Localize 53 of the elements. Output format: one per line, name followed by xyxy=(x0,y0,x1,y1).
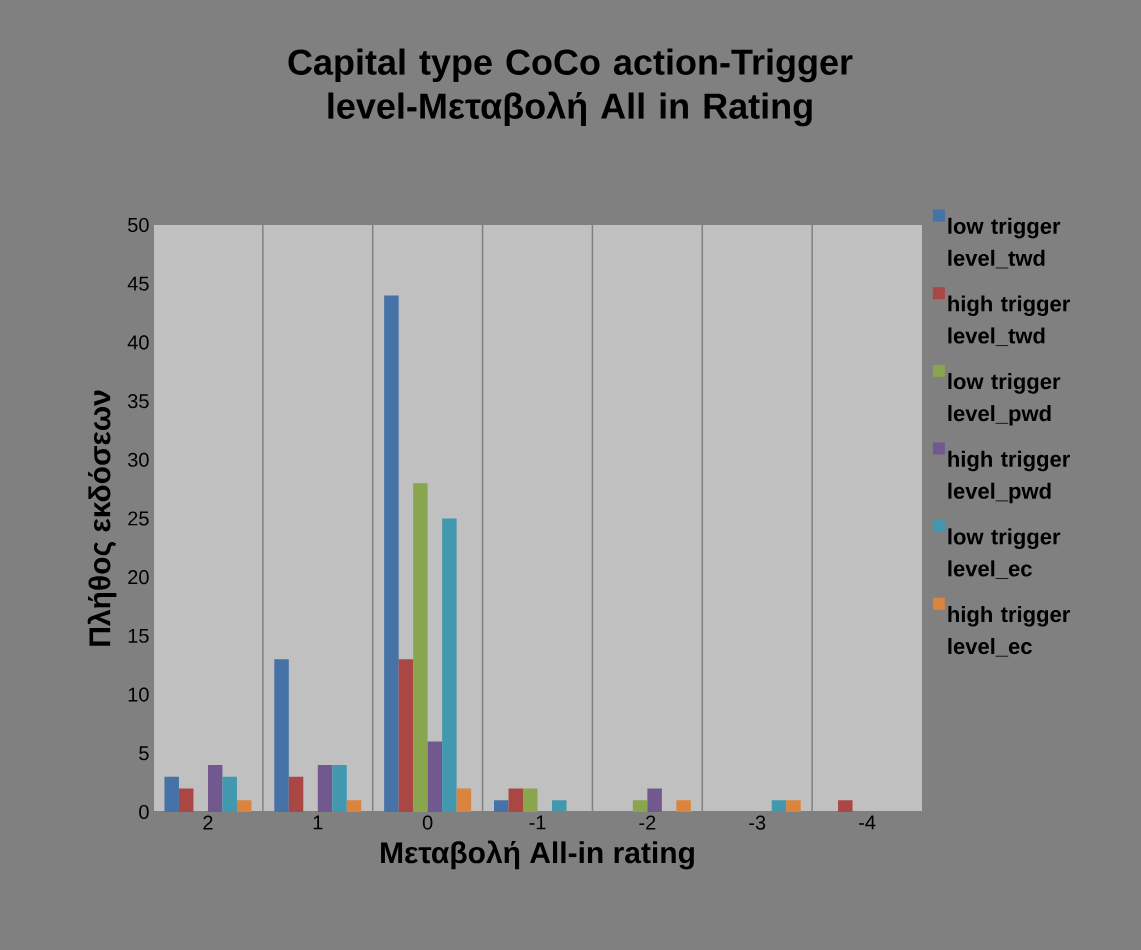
bar xyxy=(288,776,304,812)
x-tick-label: -1 xyxy=(529,815,546,830)
bar xyxy=(838,800,853,812)
bar xyxy=(494,800,509,812)
bar xyxy=(771,800,787,812)
bar xyxy=(274,659,289,812)
bar xyxy=(178,788,194,812)
legend-label: high trigger level_twd xyxy=(948,295,1070,347)
x-tick-label: 2 xyxy=(203,815,213,830)
legend-label: low trigger level_twd xyxy=(948,217,1061,269)
legend-label: high trigger level_ec xyxy=(948,605,1070,657)
y-tick-label: 50 xyxy=(128,217,149,233)
y-tick-label: 40 xyxy=(127,335,149,350)
bar xyxy=(332,765,347,812)
y-axis-title: Πλήθος εκδόσεων xyxy=(87,390,117,646)
x-tick-label: -3 xyxy=(749,815,766,830)
legend-label: low trigger level_ec xyxy=(948,528,1061,579)
chart-title: Capital type CoCo action-Trigger level-Μεταβολή All in Rating xyxy=(288,48,853,127)
bar xyxy=(384,295,399,812)
x-tick-label: 0 xyxy=(422,815,433,830)
bar xyxy=(676,800,691,812)
y-tick-label: 10 xyxy=(128,687,149,702)
bar xyxy=(236,800,252,812)
bar xyxy=(207,765,223,812)
x-tick-label: -4 xyxy=(859,815,876,830)
y-tick-label: 15 xyxy=(128,628,149,643)
bar xyxy=(317,765,333,812)
bar xyxy=(442,518,457,812)
x-tick-label: -2 xyxy=(639,815,656,830)
legend-label: low trigger level_pwd xyxy=(948,373,1061,426)
bar xyxy=(632,800,648,812)
bar xyxy=(346,800,362,812)
y-tick-label: 30 xyxy=(128,452,149,467)
bar xyxy=(427,741,443,812)
bar xyxy=(398,659,414,812)
legend-label: high trigger level_pwd xyxy=(948,450,1070,504)
y-tick-label: 35 xyxy=(128,394,149,409)
x-tick-label: 1 xyxy=(313,815,323,830)
bar xyxy=(456,788,472,812)
y-tick-label: 5 xyxy=(139,746,149,761)
bar xyxy=(222,776,237,812)
bar xyxy=(508,788,523,812)
bar xyxy=(647,788,662,812)
y-tick-label: 25 xyxy=(128,511,149,526)
y-tick-label: 20 xyxy=(128,570,149,585)
bar xyxy=(413,483,428,812)
y-tick-label: 45 xyxy=(127,276,149,291)
y-tick-label: 0 xyxy=(139,804,149,820)
x-axis-title: Μεταβολή All-in rating xyxy=(381,840,694,870)
bar xyxy=(552,800,567,812)
bar xyxy=(164,776,179,812)
bar xyxy=(786,800,801,812)
bar xyxy=(523,788,538,812)
